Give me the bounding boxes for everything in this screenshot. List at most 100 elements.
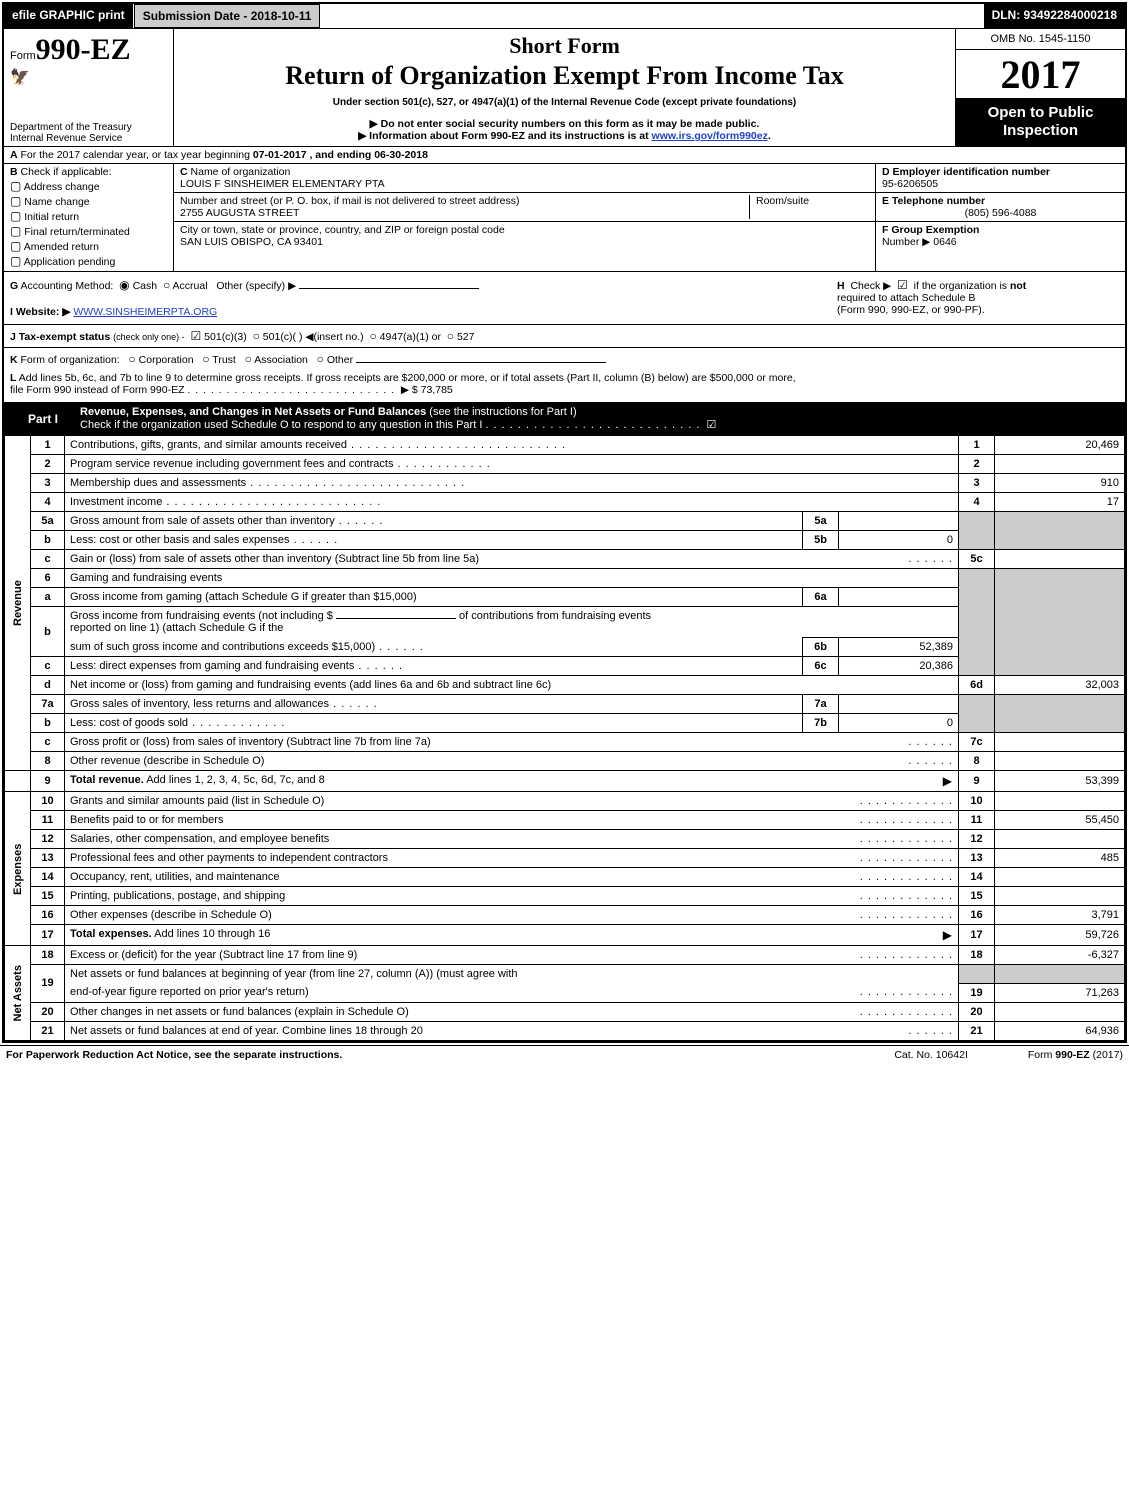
grey-7ab-val [995,695,1125,733]
group-ex-label1: F Group Exemption [882,224,979,236]
website-link[interactable]: WWW.SINSHEIMERPTA.ORG [73,306,217,318]
phone-value: (805) 596-4088 [882,207,1119,219]
footer-catno: Cat. No. 10642I [894,1049,968,1061]
l-text2: file Form 990 instead of Form 990-EZ [10,384,185,396]
do-not-enter-text: ▶ Do not enter social security numbers o… [182,118,947,130]
part-i-checkbox[interactable]: ☑ [707,419,717,431]
line-a-taxyear: A For the 2017 calendar year, or tax yea… [4,146,1125,163]
short-form-title: Short Form [182,33,947,59]
radio-other[interactable]: ○ [317,352,324,366]
chk-name-change[interactable]: ▢ Name change [10,194,167,208]
line-21: 21 Net assets or fund balances at end of… [5,1021,1125,1040]
radio-trust[interactable]: ○ [202,352,209,366]
tax-year: 2017 [956,50,1125,98]
label-k: K [10,354,18,366]
other-specify-line[interactable] [299,288,479,289]
line-2: 2 Program service revenue including gove… [5,455,1125,474]
line-19-bot: end-of-year figure reported on prior yea… [5,983,1125,1002]
line-a-mid: , and ending [309,149,374,161]
h-check-text1: Check ▶ [850,280,891,292]
omb-number: OMB No. 1545-1150 [956,29,1125,50]
h-check-text3: required to attach Schedule B [837,292,975,304]
line-a-end: 06-30-2018 [374,149,428,161]
grey-5ab-val [995,512,1125,550]
org-addr-value: 2755 AUGUSTA STREET [180,207,299,219]
header-right: OMB No. 1545-1150 2017 Open to Public In… [955,29,1125,146]
footer-paperwork: For Paperwork Reduction Act Notice, see … [6,1049,342,1061]
chk-address-change[interactable]: ▢ Address change [10,179,167,193]
row-k-form-org: K Form of organization: ○ Corporation ○ … [4,347,1125,370]
grey-7ab [959,695,995,733]
radio-corp[interactable]: ○ [129,352,136,366]
org-addr-label: Number and street (or P. O. box, if mail… [180,195,519,207]
row-j-tax-exempt: J Tax-exempt status (check only one) - ☑… [4,324,1125,347]
line-17: 17 Total expenses. Add lines 10 through … [5,925,1125,946]
line-5c: c Gain or (loss) from sale of assets oth… [5,550,1125,569]
efile-print-button[interactable]: efile GRAPHIC print [4,4,134,28]
grey-6-val [995,569,1125,676]
org-city-value: SAN LUIS OBISPO, CA 93401 [180,236,323,248]
column-c-org-info: C Name of organization LOUIS F SINSHEIME… [174,164,875,271]
chk-amended-return[interactable]: ▢ Amended return [10,239,167,253]
label-j: J Tax-exempt status [10,331,110,343]
line-7a: 7a Gross sales of inventory, less return… [5,695,1125,714]
k-other-line[interactable] [356,362,606,363]
radio-accrual[interactable]: ○ [163,278,170,292]
header-left: Form990-EZ 🦅 Department of the Treasury … [4,29,174,146]
room-suite-label: Room/suite [749,195,869,219]
line-a-pre: For the 2017 calendar year, or tax year … [21,149,253,161]
line-11: 11 Benefits paid to or for members 11 55… [5,811,1125,830]
radio-assoc[interactable]: ○ [245,352,252,366]
h-check-text2: if the organization is [914,280,1010,292]
grey-19 [959,965,995,984]
l-text1: Add lines 5b, 6c, and 7b to line 9 to de… [19,372,796,384]
netassets-side-label: Net Assets [5,946,31,1041]
6b-blank[interactable] [336,618,456,619]
chk-final-return[interactable]: ▢ Final return/terminated [10,224,167,238]
line-20: 20 Other changes in net assets or fund b… [5,1002,1125,1021]
radio-cash[interactable]: ◉ [119,278,129,292]
org-name-label: Name of organization [191,166,291,178]
open-line2: Inspection [960,122,1121,140]
line-12: 12 Salaries, other compensation, and emp… [5,830,1125,849]
ein-value: 95-6206505 [882,178,938,190]
org-name-value: LOUIS F SINSHEIMER ELEMENTARY PTA [180,178,385,190]
dept-line2: Internal Revenue Service [10,133,167,144]
line-6c: c Less: direct expenses from gaming and … [5,657,1125,676]
line-6a: a Gross income from gaming (attach Sched… [5,588,1125,607]
line-14: 14 Occupancy, rent, utilities, and maint… [5,868,1125,887]
grey-19-val [995,965,1125,984]
line-6b-bot: sum of such gross income and contributio… [5,638,1125,657]
line-10: Expenses 10 Grants and similar amounts p… [5,792,1125,811]
phone-row: E Telephone number (805) 596-4088 [876,193,1125,222]
radio-501c3[interactable]: ☑ [190,329,201,343]
chk-initial-return[interactable]: ▢ Initial return [10,209,167,223]
phone-label: E Telephone number [882,195,985,207]
dept-line1: Department of the Treasury [10,122,167,133]
irs-eagle-icon: 🦅 [10,67,167,87]
row-l-gross-receipts: L Add lines 5b, 6c, and 7b to line 9 to … [4,370,1125,402]
chk-not-required[interactable]: ☑ [897,278,908,292]
grey-6 [959,569,995,676]
l-amount: ▶ $ 73,785 [401,384,453,396]
accounting-method: G Accounting Method: ◉ Cash ○ Accrual Ot… [10,278,829,320]
top-bar: efile GRAPHIC print Submission Date - 20… [4,4,1125,28]
ein-row: D Employer identification number 95-6206… [876,164,1125,193]
part-i-label: Part I [4,408,74,430]
info-about-text: ▶ Information about Form 990-EZ and its … [182,130,947,142]
label-l: L [10,372,16,384]
dln-label: DLN: 93492284000218 [984,4,1125,28]
line-1: Revenue 1 Contributions, gifts, grants, … [5,436,1125,455]
radio-4947[interactable]: ○ [370,329,377,343]
k-text: Form of organization: [21,354,120,366]
info-about-link[interactable]: www.irs.gov/form990ez [652,130,768,142]
group-ex-value: 0646 [933,236,956,248]
radio-527[interactable]: ○ [447,329,454,343]
chk-application-pending[interactable]: ▢ Application pending [10,254,167,268]
expenses-side-label: Expenses [5,792,31,946]
acct-method-text: Accounting Method: [21,280,114,292]
radio-501c[interactable]: ○ [253,329,260,343]
footer-formref: Form 990-EZ (2017) [1028,1049,1123,1061]
under-section-text: Under section 501(c), 527, or 4947(a)(1)… [182,97,947,108]
line-8: 8 Other revenue (describe in Schedule O)… [5,752,1125,771]
